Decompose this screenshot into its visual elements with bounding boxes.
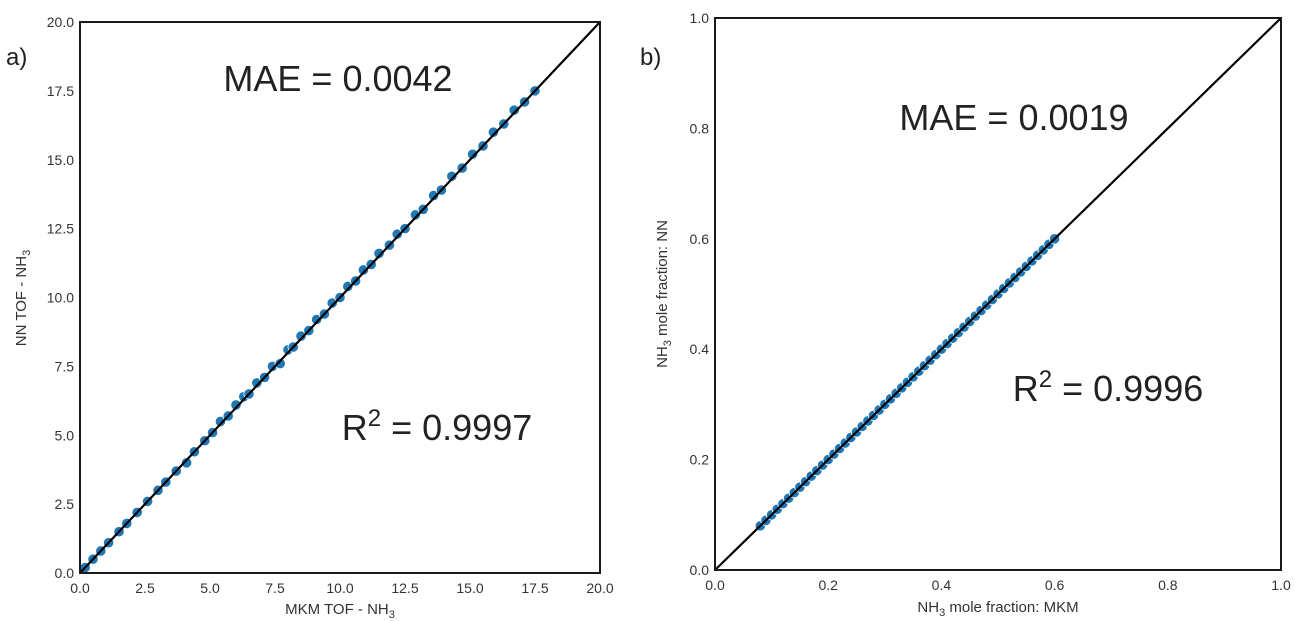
- panel-a-data-point: [487, 126, 499, 138]
- panel-b-y-tick-label: 0.4: [690, 341, 710, 357]
- panel-b-x-axis-label-post: mole fraction: MKM: [945, 599, 1078, 616]
- panel-b-y-tick-label: 0.6: [690, 231, 710, 247]
- panel-a-data-point: [214, 415, 226, 428]
- panel-a-data-point: [295, 330, 307, 342]
- panel-a-r2-value: = 0.9997: [381, 407, 532, 448]
- panel-b-x-axis-label-sub: 3: [939, 607, 945, 619]
- panel-a-x-tick-label: 20.0: [586, 580, 613, 596]
- panel-a-data-point: [427, 189, 440, 202]
- panel-a-x-axis-label-sub: 3: [389, 609, 395, 621]
- panel-a-data-point: [342, 280, 354, 293]
- panel-b-x-axis-label: NH3 mole fraction: MKM: [917, 599, 1078, 619]
- panel-a-x-tick-label: 5.0: [200, 580, 220, 596]
- panel-a-data-point: [181, 457, 193, 469]
- panel-a-data-point: [357, 264, 369, 276]
- panel-a-x-tick-label: 15.0: [456, 580, 483, 596]
- panel-a-x-tick-label: 2.5: [135, 580, 155, 596]
- panel-a-y-tick-label: 0.0: [55, 565, 75, 581]
- panel-a-label: a): [6, 44, 27, 71]
- panel-a-y-axis-label-main: NN TOF - NH: [13, 256, 30, 346]
- panel-b-x-tick-label: 0.2: [818, 577, 838, 593]
- panel-a-data-point: [466, 148, 479, 160]
- panel-a-y-tick-label: 20.0: [47, 14, 74, 30]
- panel-b-x-tick-label: 0.4: [932, 577, 952, 593]
- panel-b-x-tick-label: 0.6: [1045, 577, 1065, 593]
- panel-b-r2-prefix: R: [1013, 368, 1039, 409]
- panel-a-r2-superscript: 2: [368, 405, 381, 432]
- panel-b-r2-superscript: 2: [1039, 366, 1052, 393]
- panel-a-data-point: [446, 170, 458, 182]
- panel-a-data-point: [310, 313, 323, 326]
- panel-b-x-tick-label: 0.0: [705, 577, 725, 593]
- panel-b-r2-annotation: R2 = 0.9996: [1013, 366, 1204, 409]
- panel-b-y-ticks: 0.0 0.2 0.4 0.6 0.8 1.0: [690, 10, 710, 578]
- panel-a-data-point: [373, 247, 385, 260]
- panel-a-r2-annotation: R2 = 0.9997: [342, 405, 533, 448]
- panel-b-identity-line: [714, 17, 1282, 571]
- panel-a-data-point: [230, 399, 242, 411]
- panel-b-y-axis-label-sub: 3: [662, 340, 674, 346]
- panel-b-r2-value: = 0.9996: [1052, 368, 1203, 409]
- panel-b-y-axis-label-pre: NH: [654, 346, 671, 368]
- panel-a-y-tick-label: 5.0: [55, 427, 75, 443]
- panel-a-y-ticks: 0.0 2.5 5.0 7.5 10.0 12.5 15.0 17.5 20.0: [47, 14, 74, 581]
- panel-b-y-tick-label: 0.0: [690, 562, 710, 578]
- panel-b-mae-annotation: MAE = 0.0019: [899, 97, 1128, 138]
- panel-b: b) 0.0 0.2 0.4 0.6 0.8 1.0 0.0 0.2 0.4 0.6 0.8 1.0…: [640, 10, 1291, 619]
- panel-a-x-tick-label: 10.0: [326, 580, 353, 596]
- panel-a-y-tick-label: 7.5: [55, 358, 75, 374]
- panel-b-x-axis-label-pre: NH: [917, 599, 939, 616]
- panel-b-y-tick-label: 0.2: [690, 452, 710, 468]
- panel-a-mae-annotation: MAE = 0.0042: [223, 58, 452, 99]
- panel-a-y-tick-label: 10.0: [47, 290, 74, 306]
- panel-a-data-point: [409, 209, 421, 221]
- panel-a-x-tick-label: 12.5: [391, 580, 418, 596]
- panel-a-y-tick-label: 12.5: [47, 221, 74, 237]
- panel-a-plot-frame: [79, 21, 601, 574]
- panel-a-x-tick-label: 0.0: [70, 580, 90, 596]
- panel-b-y-tick-label: 1.0: [690, 10, 710, 26]
- panel-a-data-point: [251, 377, 263, 389]
- panel-b-y-tick-label: 0.8: [690, 120, 710, 136]
- panel-b-y-axis-label: NH3 mole fraction: NN: [654, 220, 674, 368]
- panel-a-r2-prefix: R: [342, 407, 368, 448]
- panel-b-x-tick-label: 1.0: [1271, 577, 1291, 593]
- panel-b-x-ticks: 0.0 0.2 0.4 0.6 0.8 1.0: [705, 577, 1291, 593]
- panel-a-identity-line: [79, 21, 601, 574]
- panel-b-x-tick-label: 0.8: [1158, 577, 1178, 593]
- panel-a-y-tick-label: 17.5: [47, 83, 74, 99]
- panel-a-data-point: [274, 358, 286, 370]
- panel-a: a) 0.0 2.5 5.0 7.5 10.0 12.5 15.0 17.5 20.0 0.0 2…: [6, 14, 614, 621]
- panel-a-y-axis-label-sub: 3: [21, 250, 33, 256]
- panel-a-data-point: [508, 104, 520, 116]
- panel-a-x-ticks: 0.0 2.5 5.0 7.5 10.0 12.5 15.0 17.5 20.0: [70, 580, 614, 596]
- panel-b-plot-frame: [714, 17, 1282, 571]
- panel-a-y-tick-label: 15.0: [47, 152, 74, 168]
- panel-a-data-point: [326, 297, 338, 309]
- panel-b-y-axis-label-post: mole fraction: NN: [654, 220, 671, 340]
- panel-a-y-axis-label: NN TOF - NH3: [13, 250, 33, 346]
- panel-a-x-tick-label: 17.5: [521, 580, 548, 596]
- panel-a-x-axis-label: MKM TOF - NH3: [285, 601, 395, 621]
- panel-a-x-tick-label: 7.5: [265, 580, 285, 596]
- panel-a-x-axis-label-main: MKM TOF - NH: [285, 601, 389, 618]
- panel-a-data-point: [391, 228, 403, 240]
- panel-a-y-tick-label: 2.5: [55, 496, 75, 512]
- panel-b-label: b): [640, 44, 661, 71]
